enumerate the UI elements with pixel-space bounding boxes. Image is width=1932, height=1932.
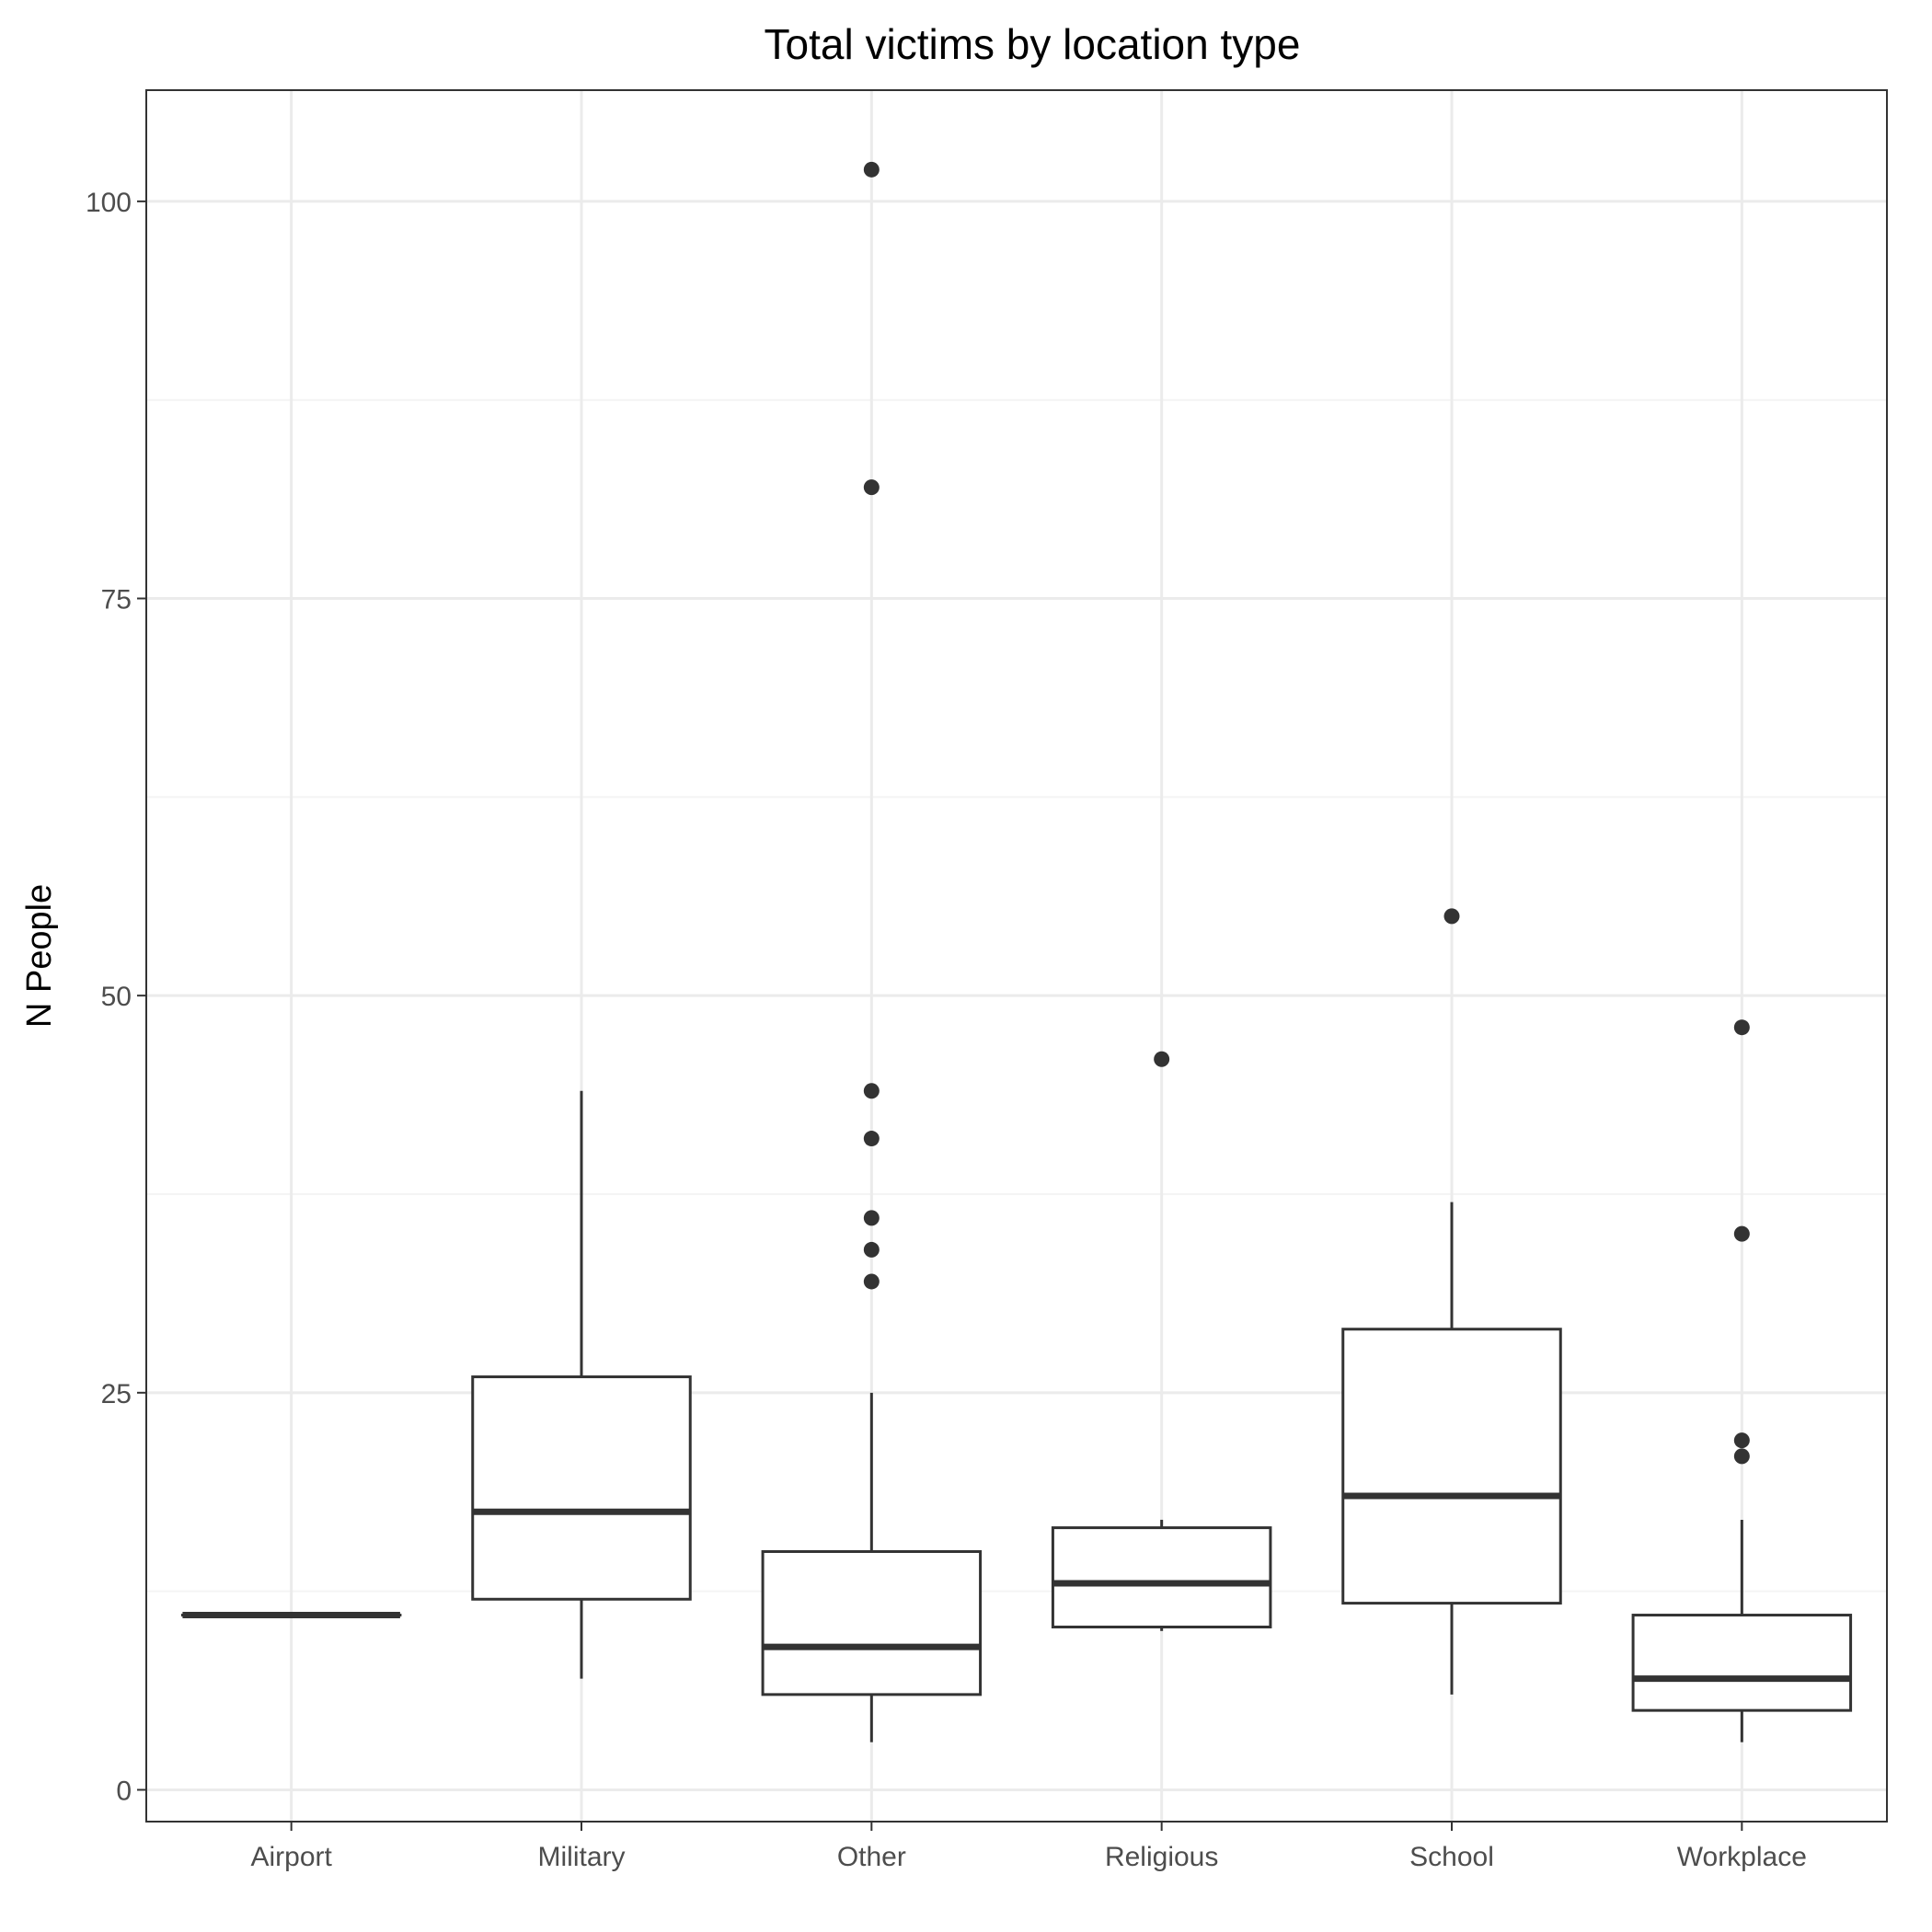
outlier-point [863,1210,880,1226]
outlier-point [1154,1051,1170,1067]
box-body [1051,1526,1272,1628]
box-religious [1051,1051,1272,1631]
outlier-point [1733,1448,1750,1465]
box-workplace [1631,1019,1853,1742]
x-tick-label: Religious [1105,1842,1218,1872]
outlier-point [1733,1225,1750,1242]
x-tick-label: Airport [250,1842,332,1872]
y-tick-label: 50 [101,982,132,1012]
panel-border [145,89,1888,1823]
grid-layer [146,90,1887,1822]
outlier-point [863,1273,880,1290]
chart-title: Total victims by location type [765,20,1301,68]
y-axis-label: N People [20,884,59,1028]
x-tick-label: Workplace [1677,1842,1807,1872]
box-military [471,1090,692,1679]
outlier-point [863,1241,880,1258]
axis-layer: 0 25 50 75 100 Airport Military Other Religious S… [86,188,1807,1872]
x-tick-label: Military [538,1842,626,1872]
box-layer [180,161,1853,1742]
outlier-point [863,479,880,496]
outlier-point [863,161,880,178]
box-school [1341,908,1562,1695]
box-body [471,1375,692,1601]
x-tick-label: Other [837,1842,906,1872]
outlier-point [1443,908,1460,925]
y-tick-label: 0 [116,1776,132,1806]
x-tick-label: School [1409,1842,1494,1872]
box-other [761,161,983,1742]
y-tick-label: 75 [101,585,132,615]
outlier-point [1733,1019,1750,1036]
y-tick-label: 25 [101,1379,132,1409]
box-body [1631,1614,1853,1712]
y-tick-label: 100 [86,188,132,218]
outlier-point [1733,1432,1750,1449]
box-body [1341,1328,1562,1605]
outlier-point [863,1131,880,1147]
outlier-point [863,1083,880,1099]
box-body [761,1549,983,1696]
